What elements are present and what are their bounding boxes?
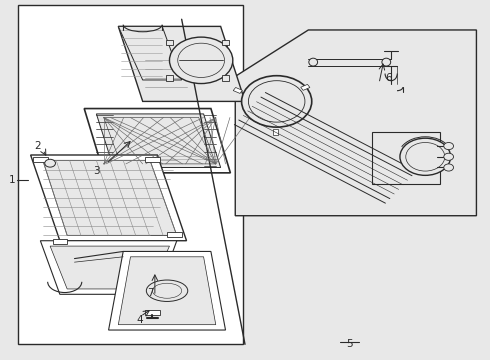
Bar [166,75,173,81]
Circle shape [178,43,224,77]
Polygon shape [30,155,187,241]
Circle shape [444,143,454,150]
Polygon shape [97,114,220,167]
Circle shape [248,81,305,122]
Polygon shape [50,246,170,289]
Polygon shape [145,157,160,162]
Ellipse shape [382,58,391,66]
Text: 4: 4 [137,315,144,325]
Polygon shape [109,251,225,330]
Polygon shape [118,257,216,325]
Bar [273,129,278,135]
Text: 2: 2 [35,141,41,151]
Polygon shape [118,26,245,102]
Circle shape [444,153,454,160]
Text: 3: 3 [93,166,99,176]
Bar [221,75,229,81]
Polygon shape [145,310,160,315]
Circle shape [170,37,233,84]
Ellipse shape [147,280,188,301]
Bar [166,40,173,45]
Polygon shape [40,241,177,294]
Circle shape [242,76,312,127]
Polygon shape [84,109,230,173]
Polygon shape [235,30,476,216]
Bar [221,40,229,45]
Bar [233,87,243,94]
Ellipse shape [152,283,182,298]
Circle shape [406,143,445,171]
Text: 1: 1 [9,175,15,185]
Polygon shape [118,26,182,80]
Circle shape [400,138,451,175]
Text: 6: 6 [386,73,392,83]
Text: 7: 7 [147,288,153,297]
Circle shape [444,164,454,171]
Polygon shape [372,132,440,184]
Polygon shape [33,157,48,162]
Text: 5: 5 [346,339,353,348]
Polygon shape [43,160,177,235]
Bar [19,5,243,344]
Polygon shape [104,117,216,164]
Polygon shape [167,232,182,237]
Polygon shape [52,239,67,244]
Ellipse shape [309,58,318,66]
Circle shape [45,159,55,167]
Bar [301,84,310,90]
